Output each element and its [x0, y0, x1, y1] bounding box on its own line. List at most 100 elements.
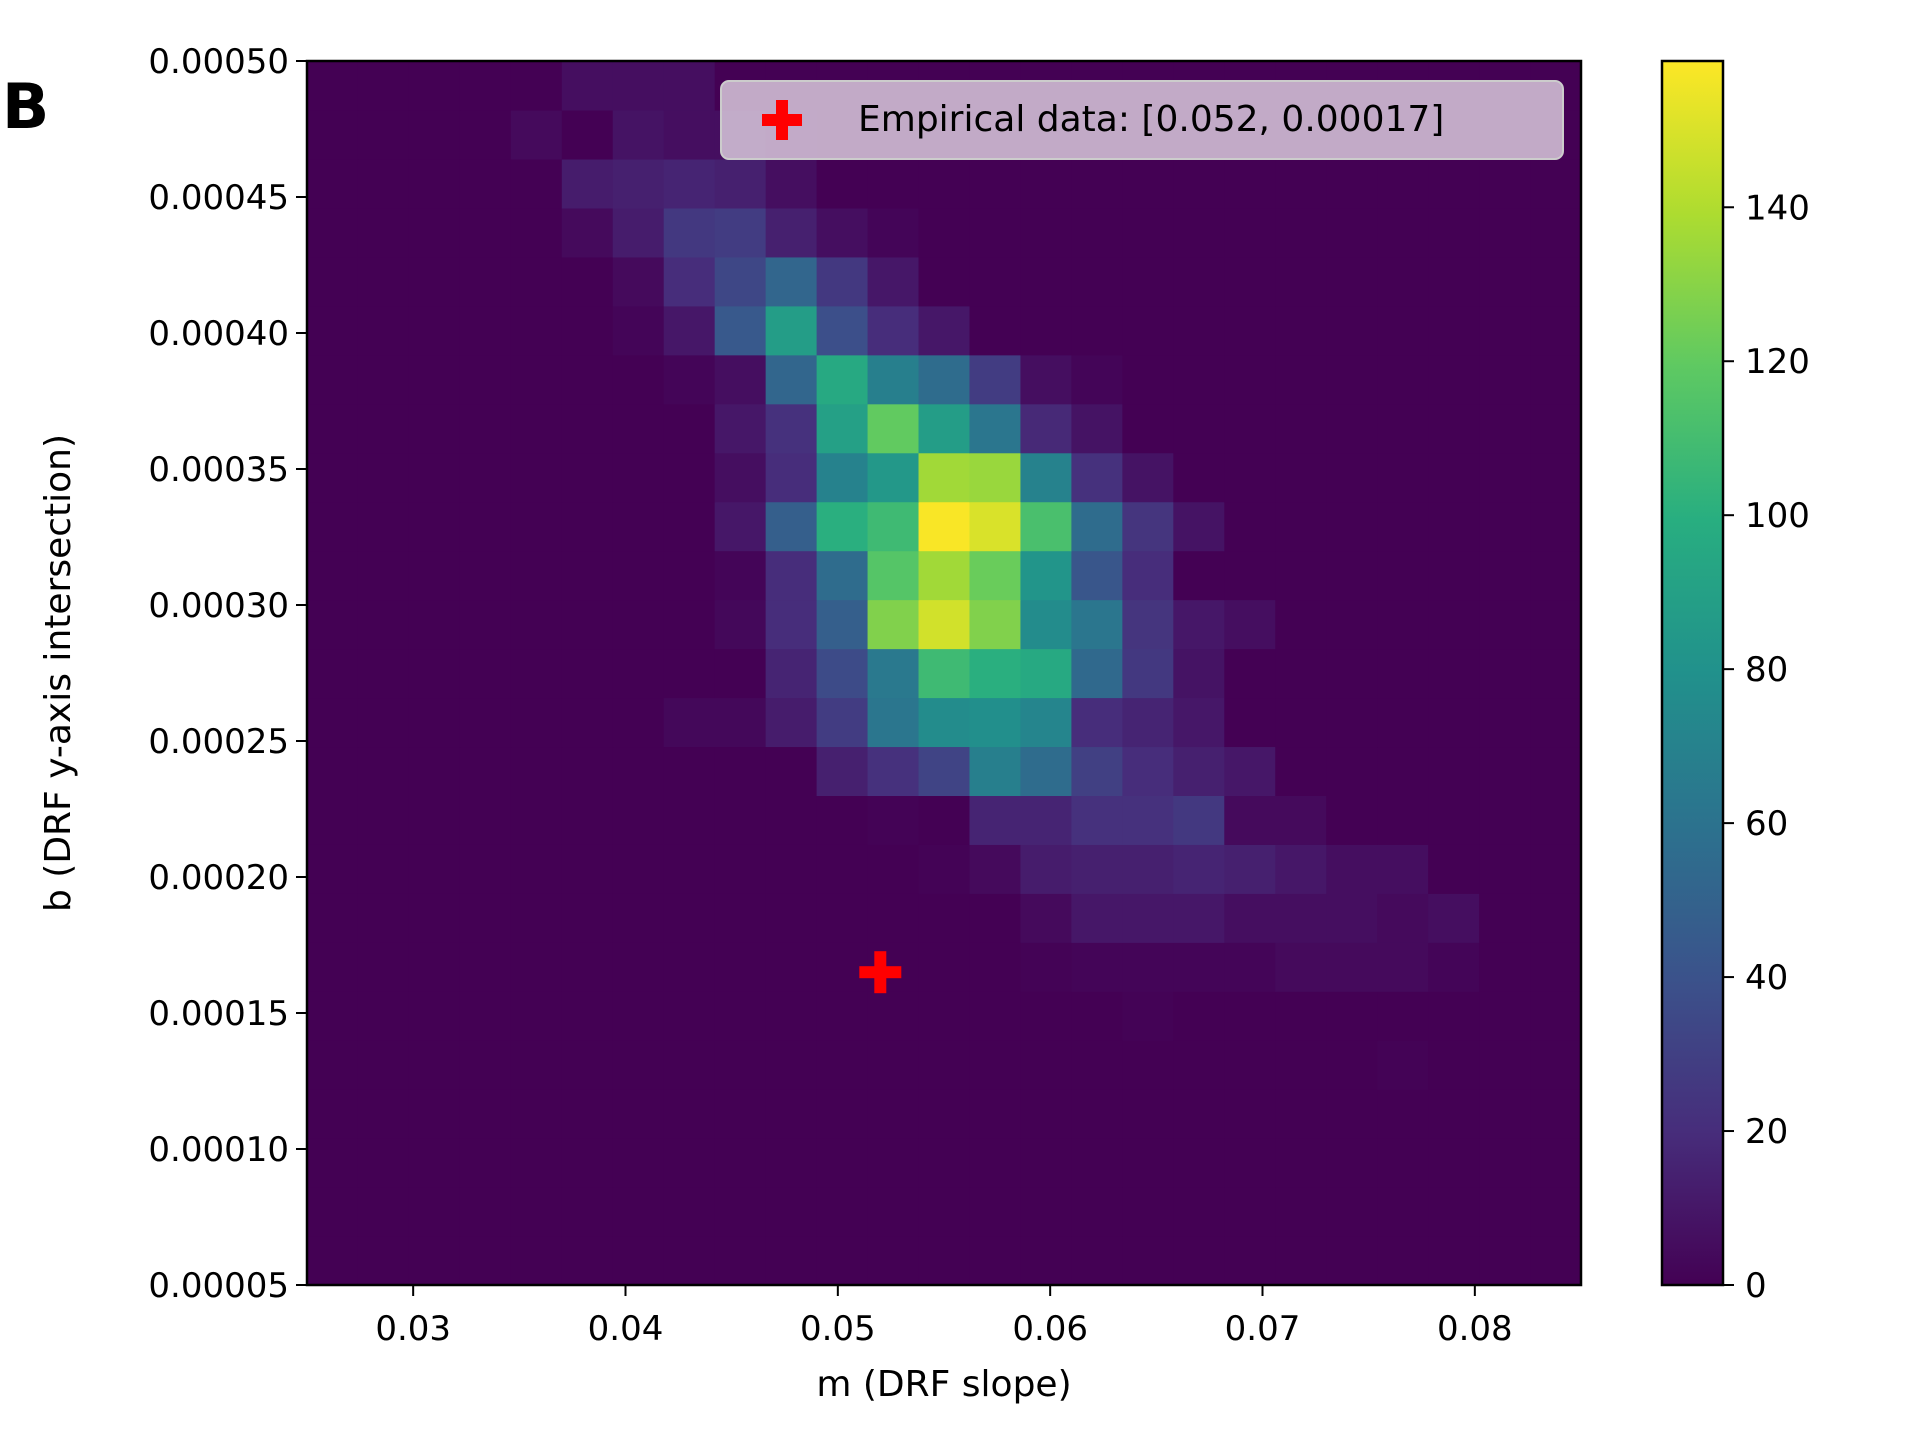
heatmap-cell — [765, 1138, 818, 1188]
heatmap-cell — [1530, 1236, 1582, 1286]
heatmap-cell — [1071, 1138, 1123, 1188]
heatmap-cell — [357, 942, 410, 992]
heatmap-cell — [816, 1138, 869, 1188]
heatmap-cell — [1275, 599, 1327, 650]
heatmap-cell — [1173, 207, 1225, 258]
heatmap-cell — [663, 991, 716, 1041]
heatmap-cell — [867, 746, 920, 796]
heatmap-cell — [1479, 403, 1531, 454]
heatmap-cell — [408, 207, 461, 258]
heatmap-cell — [1071, 403, 1123, 454]
heatmap-cell — [1071, 354, 1123, 405]
heatmap-cell — [408, 501, 461, 552]
heatmap-cell — [816, 452, 869, 503]
heatmap-cell — [307, 109, 359, 160]
heatmap-cell — [1377, 893, 1429, 943]
heatmap-cell — [1326, 207, 1378, 258]
heatmap-cell — [714, 844, 767, 894]
heatmap-cell — [1071, 893, 1123, 943]
heatmap-cell — [307, 354, 359, 405]
heatmap-cell — [867, 403, 920, 454]
heatmap-cell — [1326, 1089, 1378, 1139]
heatmap-cell — [765, 550, 818, 601]
heatmap-cell — [1479, 1089, 1531, 1139]
heatmap-cell — [969, 403, 1022, 454]
heatmap-cell — [561, 991, 614, 1041]
heatmap-cell — [1326, 1187, 1378, 1237]
heatmap-cell — [714, 648, 767, 699]
heatmap-cell — [867, 1236, 920, 1286]
heatmap-cell — [1326, 991, 1378, 1041]
heatmap-cell — [1071, 256, 1123, 307]
heatmap-cell — [816, 795, 869, 845]
heatmap-cell — [307, 991, 359, 1041]
heatmap-cell — [510, 648, 563, 699]
heatmap-cell — [1428, 697, 1480, 748]
heatmap-cell — [969, 648, 1022, 699]
heatmap-cell — [510, 1089, 563, 1139]
heatmap-cell — [663, 942, 716, 992]
x-tick-label: 0.03 — [375, 1309, 451, 1349]
heatmap-cell — [561, 942, 614, 992]
heatmap-cell — [459, 550, 512, 601]
heatmap-cell — [1275, 1138, 1327, 1188]
heatmap-cell — [408, 795, 461, 845]
heatmap-cell — [969, 1187, 1022, 1237]
colorbar-tick-label: 20 — [1745, 1112, 1788, 1152]
heatmap-cell — [816, 746, 869, 796]
heatmap-cell — [1071, 697, 1123, 748]
heatmap-cell — [612, 207, 665, 258]
heatmap-cell — [561, 207, 614, 258]
heatmap-cell — [1275, 893, 1327, 943]
heatmap-cell — [663, 61, 716, 111]
y-tick-label: 0.00010 — [148, 1130, 289, 1170]
heatmap-cell — [1428, 207, 1480, 258]
heatmap-cell — [1479, 648, 1531, 699]
heatmap-cell — [816, 354, 869, 405]
heatmap-cell — [1530, 697, 1582, 748]
heatmap-cell — [1428, 501, 1480, 552]
heatmap-cell — [612, 305, 665, 356]
heatmap-cell — [561, 1089, 614, 1139]
heatmap-cell — [1530, 1089, 1582, 1139]
heatmap-cell — [1173, 746, 1225, 796]
heatmap-cell — [816, 501, 869, 552]
heatmap-cell — [918, 305, 971, 356]
heatmap-cell — [357, 207, 410, 258]
heatmap-cell — [510, 501, 563, 552]
heatmap-cell — [918, 942, 971, 992]
heatmap-cell — [969, 746, 1022, 796]
heatmap-cell — [307, 844, 359, 894]
heatmap-cell — [714, 697, 767, 748]
heatmap-cell — [765, 305, 818, 356]
heatmap-cell — [1071, 648, 1123, 699]
heatmap-cell — [663, 599, 716, 650]
heatmap-cell — [1173, 648, 1225, 699]
heatmap-cell — [1020, 648, 1072, 699]
heatmap-cell — [1377, 1236, 1429, 1286]
heatmap-cell — [357, 893, 410, 943]
heatmap-cell — [663, 697, 716, 748]
heatmap-cell — [1326, 1138, 1378, 1188]
heatmap-cell — [307, 1187, 359, 1237]
heatmap-cell — [1377, 991, 1429, 1041]
heatmap-cell — [1122, 1236, 1174, 1286]
heatmap-cell — [816, 893, 869, 943]
heatmap-cell — [765, 1236, 818, 1286]
heatmap-cell — [459, 109, 512, 160]
heatmap-cell — [1428, 1187, 1480, 1237]
heatmap-cell — [408, 1040, 461, 1090]
heatmap-cell — [1071, 1236, 1123, 1286]
heatmap-cell — [307, 599, 359, 650]
colorbar-tick-label: 80 — [1745, 650, 1788, 690]
legend-box — [720, 80, 1564, 160]
heatmap-cell — [714, 893, 767, 943]
heatmap-cell — [765, 501, 818, 552]
heatmap-cell — [1173, 844, 1225, 894]
heatmap-cell — [510, 795, 563, 845]
heatmap-cell — [612, 109, 665, 160]
x-tick-label: 0.06 — [1012, 1309, 1088, 1349]
heatmap-cell — [1224, 893, 1276, 943]
heatmap-cell — [612, 1089, 665, 1139]
heatmap-cell — [1428, 550, 1480, 601]
